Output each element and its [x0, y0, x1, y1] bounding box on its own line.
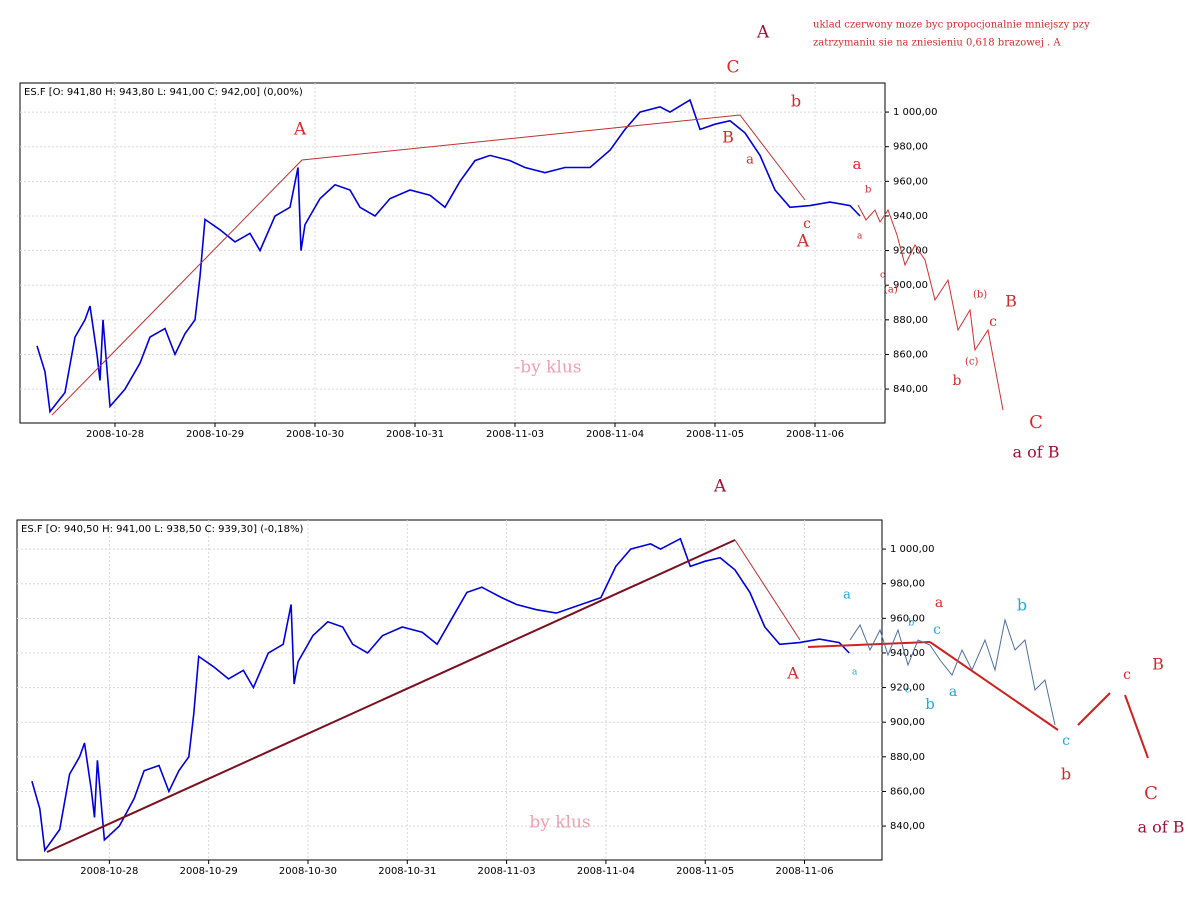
annotation: B	[722, 128, 734, 147]
annotation: b	[908, 618, 914, 629]
annotation: A	[756, 23, 770, 43]
x-tick-label: 2008-11-06	[775, 866, 833, 877]
annotation: b	[925, 695, 935, 713]
trend-line	[807, 641, 931, 648]
annotation: uklad czerwony moze byc propocjonalnie m…	[813, 20, 1090, 31]
annotation: c	[1062, 733, 1070, 749]
trend-line	[734, 539, 801, 641]
annotation: a	[843, 588, 851, 603]
x-tick-label: 2008-11-03	[486, 429, 544, 440]
x-tick-label: 2008-11-05	[686, 429, 744, 440]
projection	[1077, 692, 1111, 726]
annotation: by klus	[529, 813, 590, 833]
annotation: b	[1061, 765, 1071, 784]
annotation: a	[852, 668, 858, 678]
annotation: a	[853, 155, 862, 173]
annotation: (b)	[973, 290, 987, 301]
annotation: A	[293, 120, 307, 140]
projection	[1124, 694, 1149, 759]
x-tick-label: 2008-11-04	[586, 429, 644, 440]
price-line	[31, 537, 850, 853]
y-tick-label: 840,00	[893, 384, 928, 395]
y-tick-label: 860,00	[890, 786, 925, 797]
y-tick-label: 880,00	[893, 315, 928, 326]
x-tick-label: 2008-11-06	[786, 429, 844, 440]
x-tick-label: 2008-11-05	[676, 866, 734, 877]
annotation: a of B	[1012, 443, 1059, 462]
annotation: b	[1017, 596, 1027, 615]
annotation: B	[1005, 292, 1017, 311]
y-tick-label: 980,00	[893, 142, 928, 153]
projection	[849, 618, 1056, 726]
annotation: a	[746, 153, 754, 168]
y-tick-label: 900,00	[890, 717, 925, 728]
x-tick-label: 2008-10-30	[279, 866, 337, 877]
x-tick-label: 2008-11-03	[478, 866, 536, 877]
y-tick-label: 920,00	[893, 246, 928, 257]
chart-header: ES.F [O: 940,50 H: 941,00 L: 938,50 C: 9…	[21, 524, 303, 535]
y-tick-label: 900,00	[893, 280, 928, 291]
projection	[857, 204, 1004, 411]
x-tick-label: 2008-10-30	[286, 429, 344, 440]
y-tick-label: 920,00	[890, 683, 925, 694]
annotation: -by klus	[514, 358, 581, 378]
annotation: b	[953, 373, 962, 389]
y-tick-label: 1 000,00	[890, 544, 935, 555]
annotation: b	[865, 185, 871, 196]
annotation: a	[949, 684, 957, 700]
annotation: c	[1123, 667, 1131, 683]
annotation: c	[905, 686, 910, 696]
y-tick-label: 940,00	[893, 211, 928, 222]
annotation: c	[803, 216, 811, 232]
annotation: C	[1144, 783, 1158, 804]
y-tick-label: 980,00	[890, 579, 925, 590]
x-tick-label: 2008-10-29	[180, 866, 238, 877]
annotation: B	[1152, 655, 1164, 674]
y-tick-label: 1 000,00	[893, 107, 938, 118]
plot-frame	[16, 519, 883, 861]
annotation: (a)	[884, 285, 898, 296]
x-tick-label: 2008-10-31	[378, 866, 436, 877]
trend-line	[51, 114, 806, 416]
y-tick-label: 960,00	[893, 176, 928, 187]
plot-layer: 840,00 860,00 880,00 900,00 920,00 940,00 960,…	[17, 83, 938, 877]
y-tick-label: 940,00	[890, 648, 925, 659]
annotation: A	[786, 664, 799, 683]
x-tick-label: 2008-11-04	[577, 866, 635, 877]
y-tick-label: 960,00	[890, 613, 925, 624]
annotation: a	[935, 595, 943, 611]
wave-drawings	[46, 114, 1149, 853]
annotation: b	[791, 92, 801, 111]
annotation: A	[713, 477, 727, 497]
chart-header: ES.F [O: 941,80 H: 943,80 L: 941,00 C: 9…	[24, 87, 303, 98]
annotation: c	[933, 622, 941, 638]
annotation: zatrzymaniu sie na zniesieniu 0,618 braz…	[813, 38, 1061, 49]
annotation: c	[880, 271, 885, 281]
annotation: C	[726, 58, 739, 78]
annotation: A	[796, 232, 810, 252]
annotation: a of B	[1137, 818, 1184, 837]
annotation: C	[1029, 412, 1043, 433]
trend-line	[46, 539, 736, 853]
x-tick-label: 2008-10-29	[186, 429, 244, 440]
x-tick-label: 2008-10-28	[80, 866, 138, 877]
x-tick-label: 2008-10-28	[86, 429, 144, 440]
projection	[929, 641, 1059, 731]
y-tick-label: 840,00	[890, 821, 925, 832]
annotation: c	[989, 314, 997, 330]
x-tick-label: 2008-10-31	[386, 429, 444, 440]
y-tick-label: 880,00	[890, 752, 925, 763]
y-tick-label: 860,00	[893, 349, 928, 360]
annotation: a	[857, 232, 863, 242]
plot-frame	[19, 82, 886, 424]
annotation: (c)	[965, 357, 979, 368]
